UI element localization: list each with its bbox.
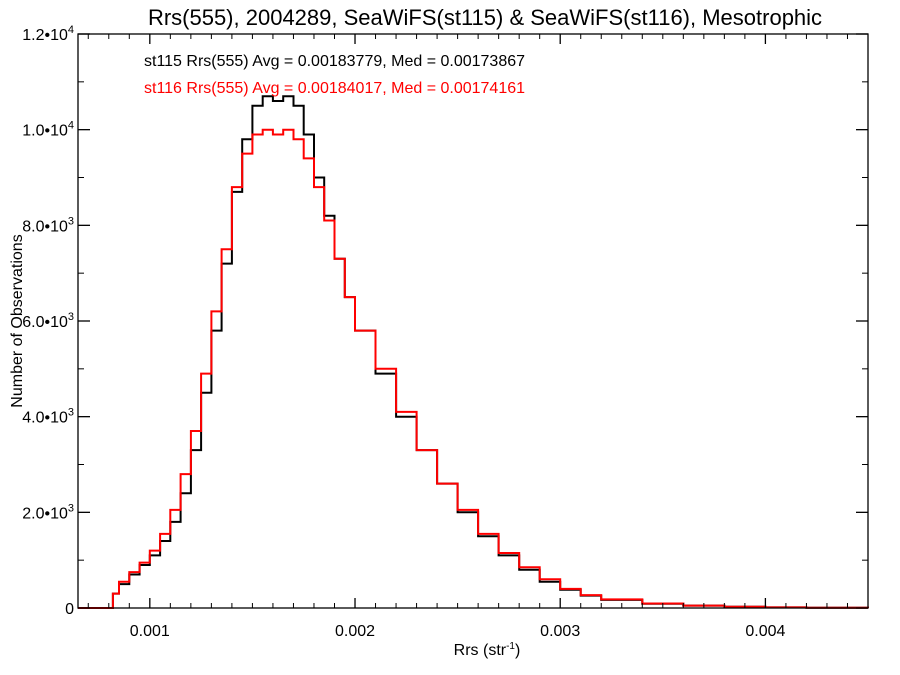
y-tick-label: 6.0•103 <box>22 311 74 331</box>
y-tick-label: 1.0•104 <box>22 120 74 140</box>
y-tick-label: 0 <box>65 601 74 618</box>
y-axis-label: Number of Observations <box>9 234 26 407</box>
annotation-st116: st116 Rrs(555) Avg = 0.00184017, Med = 0… <box>144 80 525 97</box>
plot-frame <box>77 33 869 609</box>
y-tick-label: 2.0•103 <box>22 502 74 522</box>
x-axis-label-end: ) <box>515 642 520 659</box>
chart-title: Rrs(555), 2004289, SeaWiFS(st115) & SeaW… <box>148 5 822 30</box>
x-ticks: 0.001 0.002 0.003 0.004 <box>87 34 869 640</box>
series-layer <box>78 95 869 609</box>
x-axis-label: Rrs (str-1) <box>454 641 521 659</box>
x-axis-label-main: Rrs (str <box>454 642 507 659</box>
y-tick-label: 4.0•103 <box>22 407 74 427</box>
series-line-0 <box>78 95 869 609</box>
x-tick-label: 0.001 <box>130 623 170 640</box>
y-tick-label: 8.0•103 <box>22 215 74 235</box>
x-tick-label: 0.004 <box>745 623 785 640</box>
annotation-st115: st115 Rrs(555) Avg = 0.00183779, Med = 0… <box>144 53 525 70</box>
x-axis-label-exp: -1 <box>506 641 515 652</box>
y-ticks: 0 2.0•103 4.0•103 6.0•103 8.0•103 1.0•104 1.2•… <box>22 24 868 618</box>
x-tick-label: 0.003 <box>540 623 580 640</box>
x-tick-label: 0.002 <box>335 623 375 640</box>
series-line-1 <box>78 128 869 609</box>
y-tick-label: 1.2•104 <box>22 24 74 44</box>
